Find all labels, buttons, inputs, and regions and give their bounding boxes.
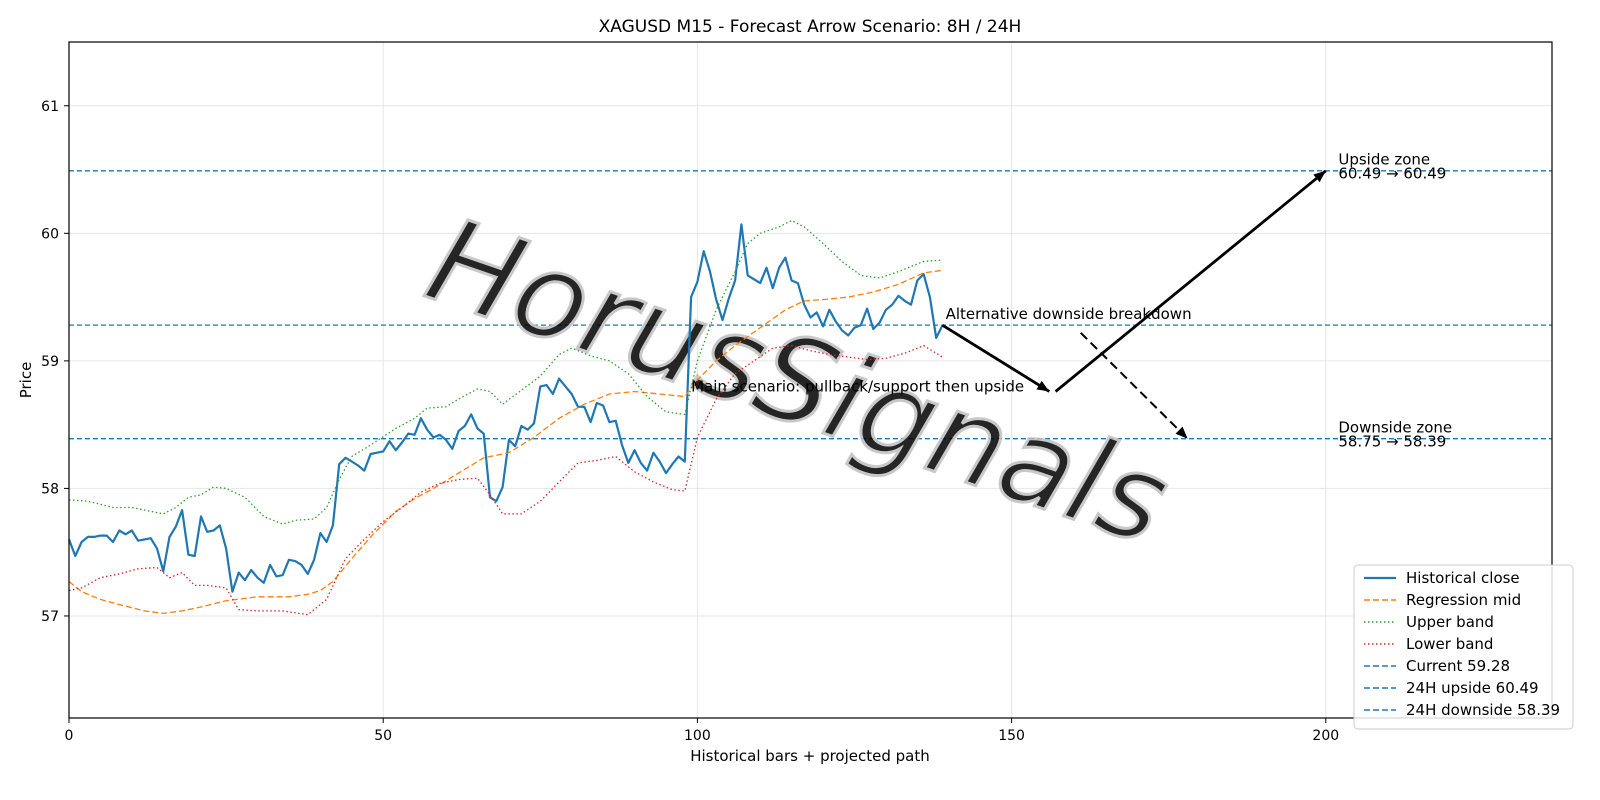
x-tick-label: 50 [374,728,392,744]
legend-entry: 24H downside 58.39 [1406,701,1560,719]
legend-entry: Current 59.28 [1406,657,1510,675]
legend-box [1353,564,1574,730]
y-tick-label: 58 [41,481,59,497]
series-lines [67,219,944,616]
series-line [67,223,944,593]
scenario-arrows [941,169,1327,440]
scenario-annotation: Alternative downside breakdown [946,305,1192,323]
plot-frame [68,41,1553,719]
zone-label-range: 58.75 → 58.39 [1338,432,1446,450]
y-tick-label: 60 [41,226,59,242]
series-line [68,344,943,616]
legend-entry: 24H upside 60.49 [1406,679,1539,697]
scenario-annotation: Main scenario: pullback/support then ups… [691,377,1024,395]
y-tick-label: 57 [41,609,59,625]
series-line [68,269,943,615]
x-tick-label: 150 [998,728,1025,744]
legend-entry: Upper band [1406,613,1494,631]
zone-label-range: 60.49 → 60.49 [1338,164,1446,182]
x-axis-label: Historical bars + projected path [690,747,930,765]
y-axis-label: Price [17,362,35,399]
scenario-arrow [941,323,1051,393]
scenario-arrow [1080,332,1189,440]
arrow-head [1036,380,1050,392]
legend: Historical close Regression mid Upper band… [1353,564,1574,730]
annotations: Alternative downside breakdown Main scena… [691,150,1452,450]
axis-ticks: 0 50 100 150 200 57 58 59 60 61 [41,99,1339,744]
arrow-head [1175,426,1188,439]
legend-entry: Lower band [1406,635,1493,653]
zone-label-title: Upside zone [1338,150,1430,168]
x-tick-label: 100 [684,728,711,744]
zone-label-title: Downside zone [1338,418,1452,436]
arrow-head [1313,170,1326,183]
level-lines [69,170,1552,440]
chart-title: XAGUSD M15 - Forecast Arrow Scenario: 8H… [599,17,1022,37]
legend-entry: Historical close [1406,569,1520,587]
y-tick-label: 59 [41,354,59,370]
scenario-arrow [1054,169,1327,393]
legend-entry: Regression mid [1406,591,1521,609]
x-tick-label: 0 [65,728,74,744]
x-tick-label: 200 [1312,728,1339,744]
y-tick-label: 61 [41,99,59,115]
